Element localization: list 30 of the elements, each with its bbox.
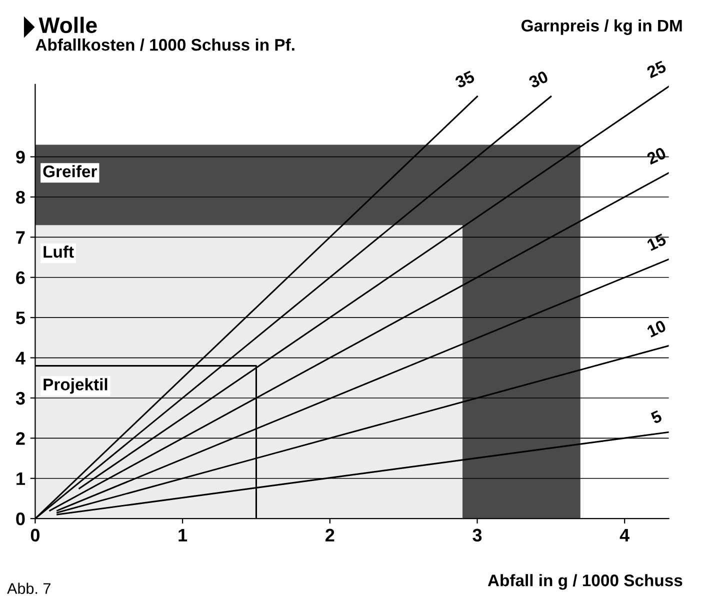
y-tick-label: 5	[16, 312, 25, 324]
text: 20	[646, 146, 667, 165]
series-label: Luft	[44, 245, 74, 258]
y-tick-label: 9	[16, 150, 25, 164]
series-label: Greifer	[43, 165, 97, 178]
y-tick-label: 1	[16, 472, 25, 485]
y-tick-label: 4	[16, 352, 26, 364]
y-tick-label: 8	[16, 190, 25, 204]
y-axis-title: Abfallkosten / 1000 Schuss in Pf.	[36, 38, 294, 51]
x-tick-label: 4	[620, 528, 630, 542]
text: 15	[646, 233, 667, 252]
chart-title: Wolle	[38, 16, 97, 34]
x-axis-title: Abfall in g / 1000 Schuss	[488, 574, 682, 590]
text: 5	[650, 410, 663, 424]
text: 10	[646, 320, 667, 338]
caption: Abb. 7	[7, 582, 50, 594]
series-label: Projektil	[44, 378, 108, 394]
y-tick-label: 2	[16, 432, 25, 445]
y-tick-label: 0	[16, 512, 25, 526]
x-tick-label: 0	[30, 528, 40, 542]
y-tick-label: 3	[16, 392, 25, 405]
text: 35	[454, 70, 476, 89]
y-tick-label: 7	[16, 231, 25, 244]
x-tick-label: 2	[326, 528, 334, 542]
x-tick-label: 1	[178, 528, 188, 542]
text: 30	[528, 70, 549, 89]
y-tick-label: 6	[16, 271, 25, 284]
text: 25	[646, 60, 667, 78]
legend-title: Garnpreis / kg in DM	[522, 19, 682, 35]
x-tick-label: 3	[472, 528, 482, 542]
